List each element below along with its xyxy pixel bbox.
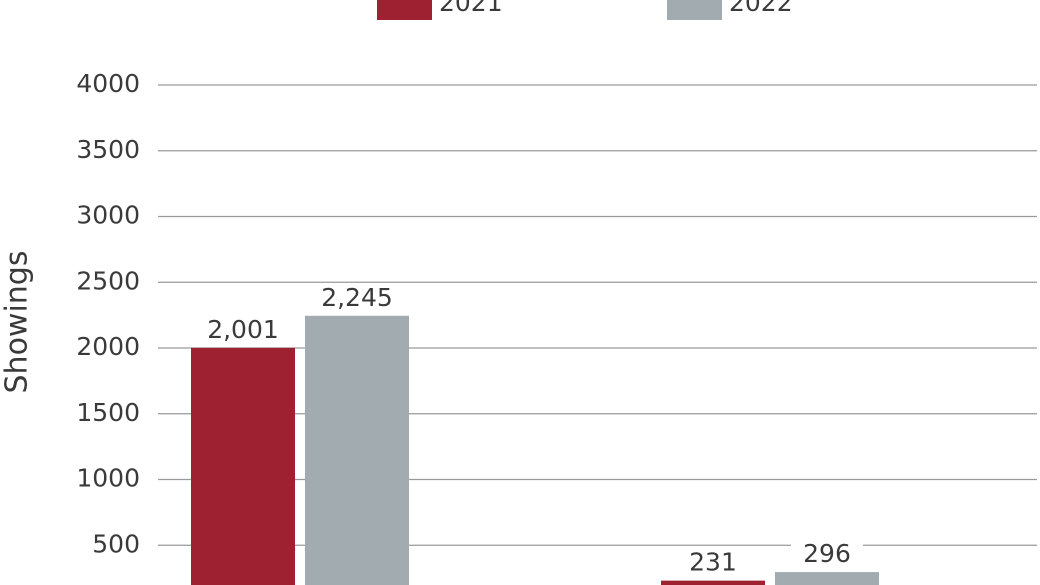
legend-label: 2022 [729,0,793,17]
y-tick-label: 500 [92,529,140,558]
y-tick-label: 2000 [76,332,140,361]
value-label: 2,245 [321,283,393,312]
y-tick-label: 3500 [76,135,140,164]
value-label: 2,001 [207,315,279,344]
y-tick-label: 1000 [76,464,140,493]
value-label-bg [321,283,393,312]
legend-swatch [377,0,432,20]
bar [775,572,879,585]
bar [661,580,765,585]
y-axis-label: Showings [0,251,35,394]
y-tick-label: 4000 [76,69,140,98]
bar [191,347,295,585]
value-label-bg [677,548,749,577]
value-label: 231 [689,548,737,577]
value-label: 296 [803,539,851,568]
legend-label: 2021 [439,0,503,17]
value-label-bg [207,315,279,344]
y-tick-label: 3000 [76,201,140,230]
value-label-bg [791,540,863,569]
y-tick-label: 1500 [76,398,140,427]
bar [305,315,409,585]
legend-swatch [667,0,722,20]
y-tick-label: 2500 [76,266,140,295]
